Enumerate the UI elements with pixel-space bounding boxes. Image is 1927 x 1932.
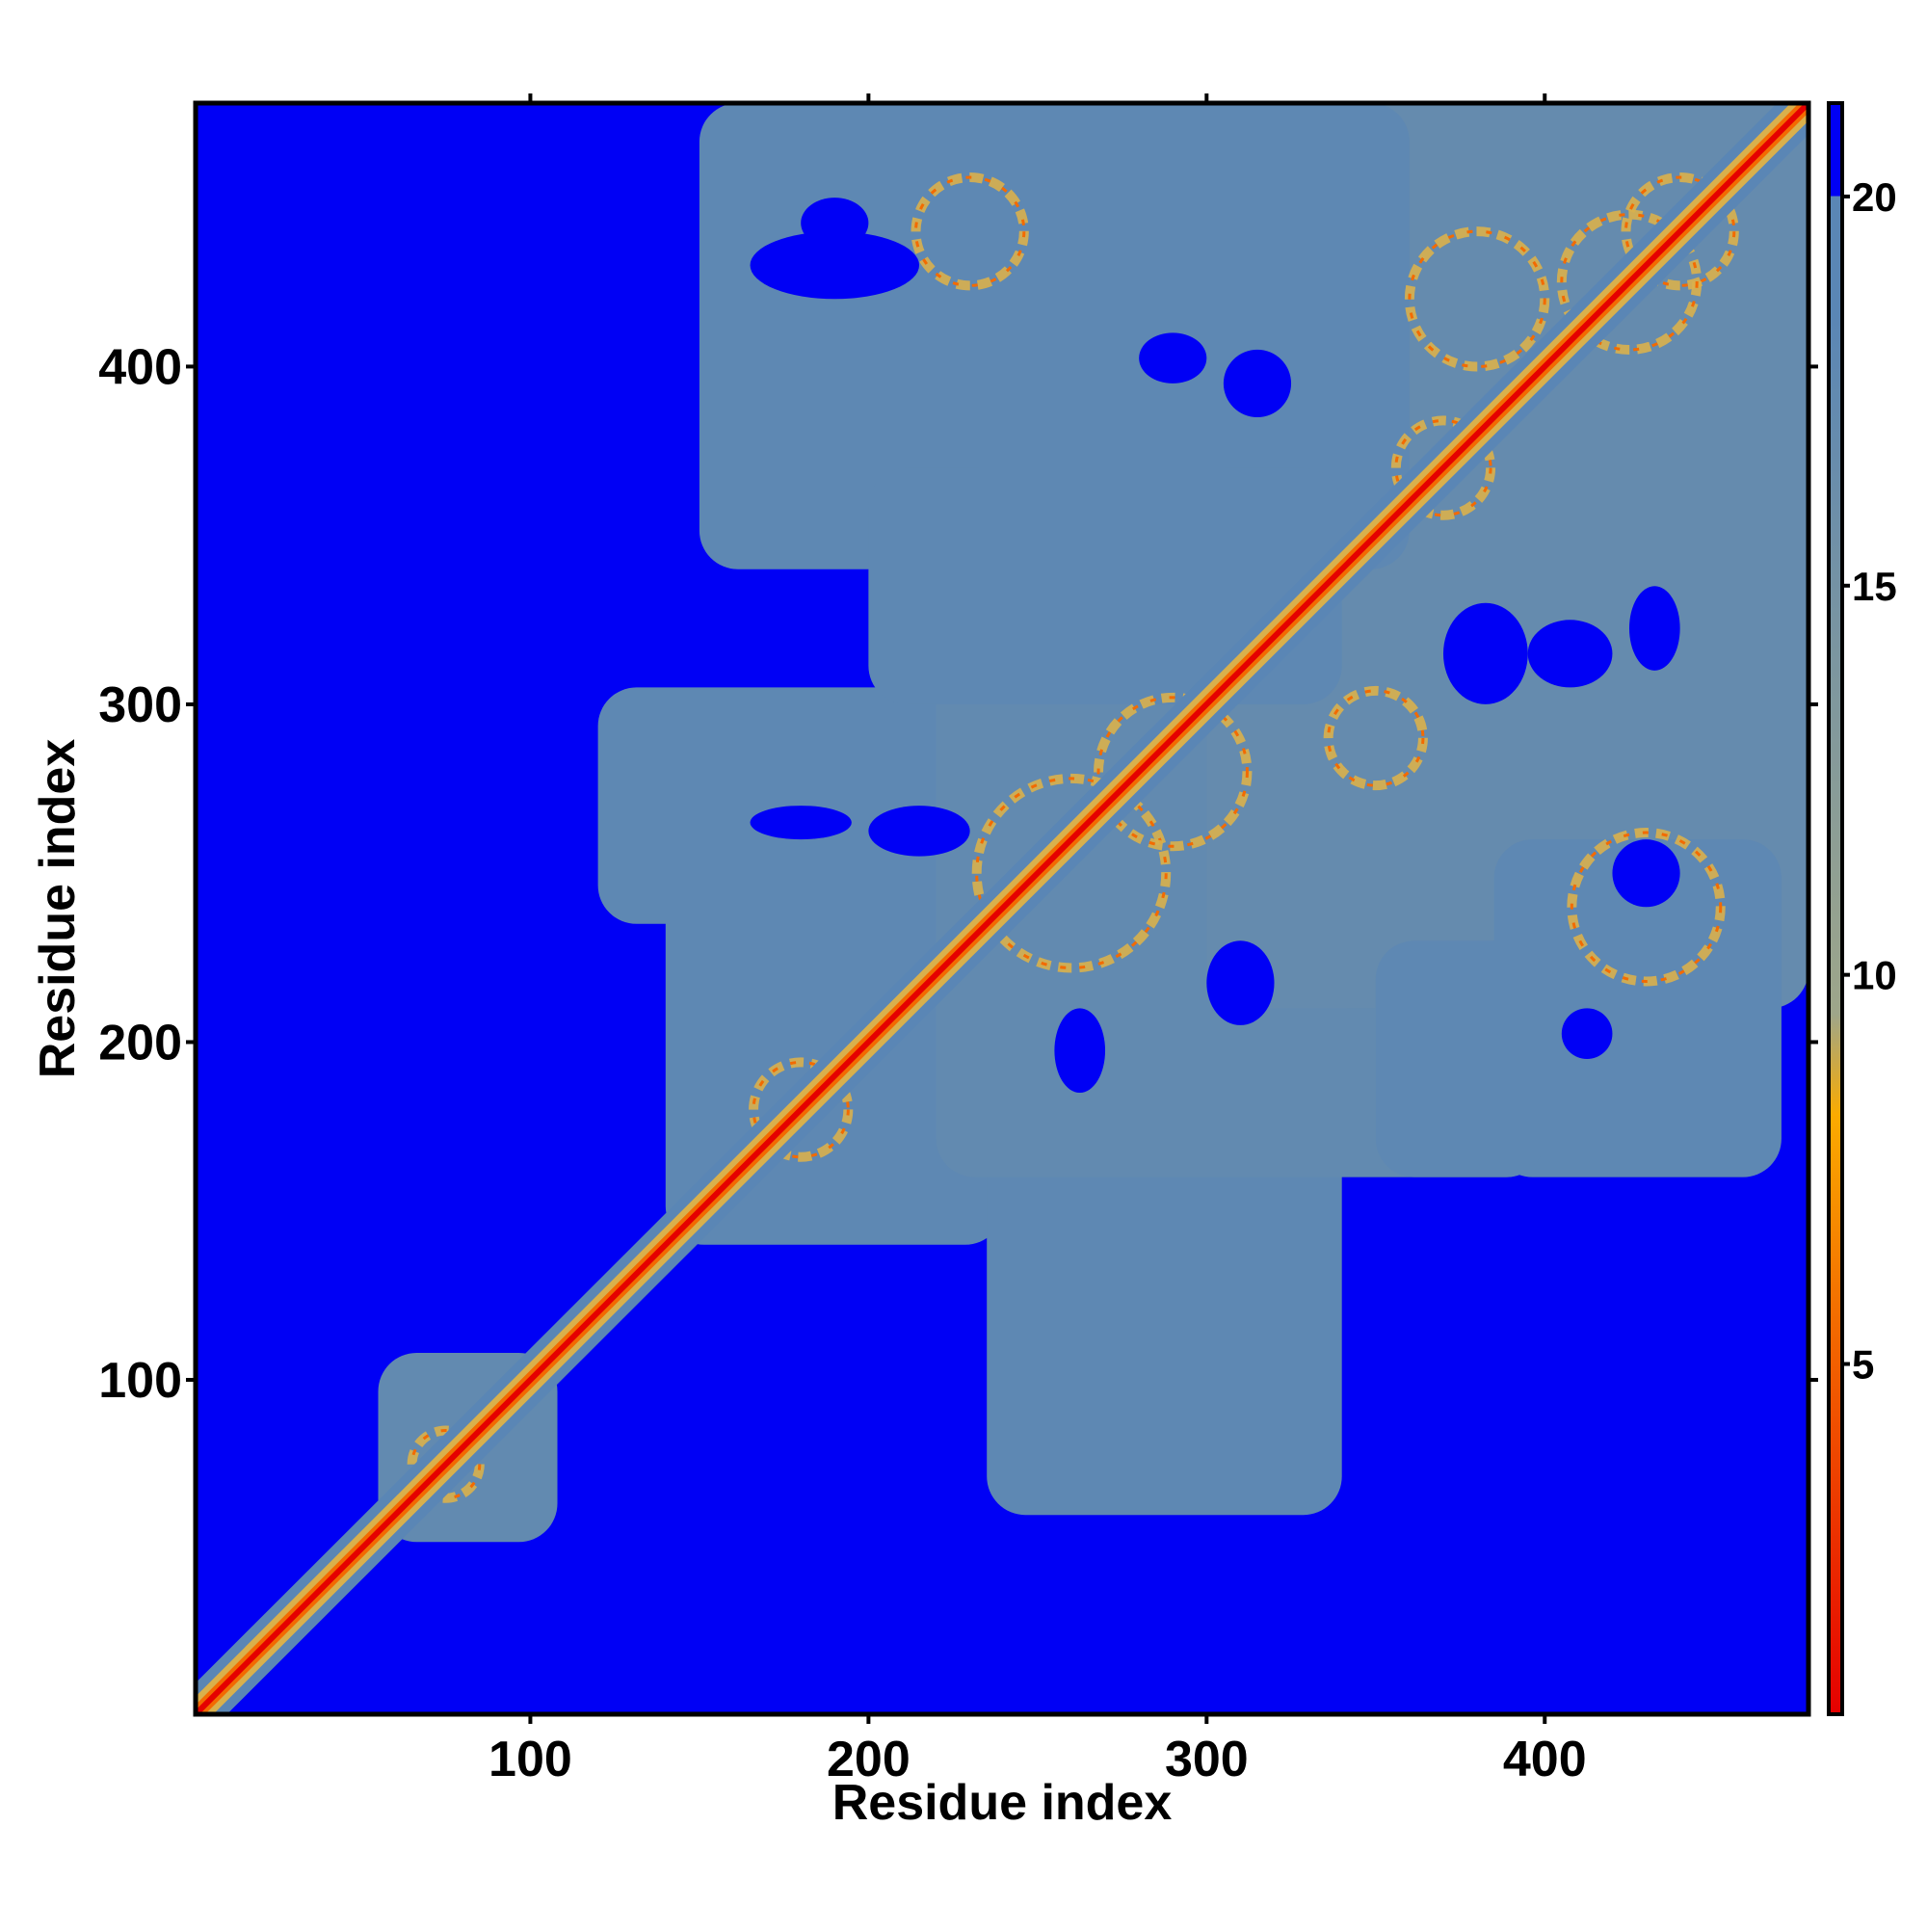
- non-contact-pocket: [801, 198, 869, 249]
- non-contact-pocket: [1139, 332, 1207, 384]
- x-tick-label: 400: [1503, 1732, 1587, 1787]
- contact-arc-core: [1096, 696, 1249, 848]
- contact-arc-core: [752, 1060, 850, 1159]
- x-axis-label: Residue index: [832, 1775, 1173, 1831]
- contact-arc-core: [975, 777, 1168, 969]
- non-contact-pocket: [1223, 349, 1292, 417]
- colorbar-tick-label: 15: [1852, 564, 1897, 609]
- y-tick-label: 300: [98, 677, 182, 733]
- x-tick-label: 200: [827, 1732, 911, 1787]
- non-contact-pocket: [1054, 1008, 1106, 1094]
- contact-arc-core: [1570, 831, 1723, 983]
- non-contact-pocket: [1612, 839, 1680, 908]
- colorbar-scale: [1827, 101, 1844, 1716]
- contact-region: [868, 467, 1342, 704]
- diagonal-band-core: [196, 103, 1808, 1714]
- non-contact-pocket: [868, 806, 970, 857]
- y-axis-ticks: 100 200 300 400: [98, 339, 1818, 1409]
- contact-arc-core: [1394, 418, 1492, 517]
- y-tick-label: 400: [98, 339, 182, 395]
- plot-frame: [193, 100, 1811, 1717]
- y-tick-label: 200: [98, 1015, 182, 1071]
- contact-arc-core: [914, 175, 1026, 287]
- non-contact-pocket: [1206, 940, 1275, 1025]
- contact-arc-core: [1327, 689, 1425, 787]
- contact-arc-core: [1408, 229, 1546, 368]
- x-axis-ticks: 100 200 300 400: [488, 93, 1587, 1787]
- contact-region: [1493, 839, 1782, 1178]
- non-contact-pocket: [1527, 620, 1613, 688]
- x-tick-label: 300: [1165, 1732, 1249, 1787]
- colorbar-tick-label: 10: [1852, 953, 1897, 998]
- plot-area: [196, 103, 1808, 1714]
- colorbar-ticks: 5 10 15 20: [1842, 174, 1897, 1388]
- colorbar: 5 10 15 20: [1827, 101, 1897, 1716]
- colorbar-tick-label: 20: [1852, 174, 1897, 220]
- contact-arc-core: [1623, 175, 1736, 287]
- contact-arc-core: [1560, 213, 1699, 352]
- non-contact-pocket: [1629, 586, 1680, 671]
- non-contact-pocket: [1561, 1008, 1613, 1059]
- contact-arc-core: [410, 1429, 482, 1500]
- colorbar-tick-label: 5: [1852, 1342, 1874, 1388]
- non-contact-pocket: [750, 806, 852, 840]
- non-contact-pocket: [1442, 602, 1528, 704]
- y-axis-label: Residue index: [30, 739, 86, 1079]
- contact-region: [1375, 940, 1545, 1178]
- contact-region: [699, 103, 1410, 569]
- y-tick-label: 100: [98, 1353, 182, 1409]
- x-tick-label: 100: [488, 1732, 572, 1787]
- non-contact-pocket: [750, 231, 920, 300]
